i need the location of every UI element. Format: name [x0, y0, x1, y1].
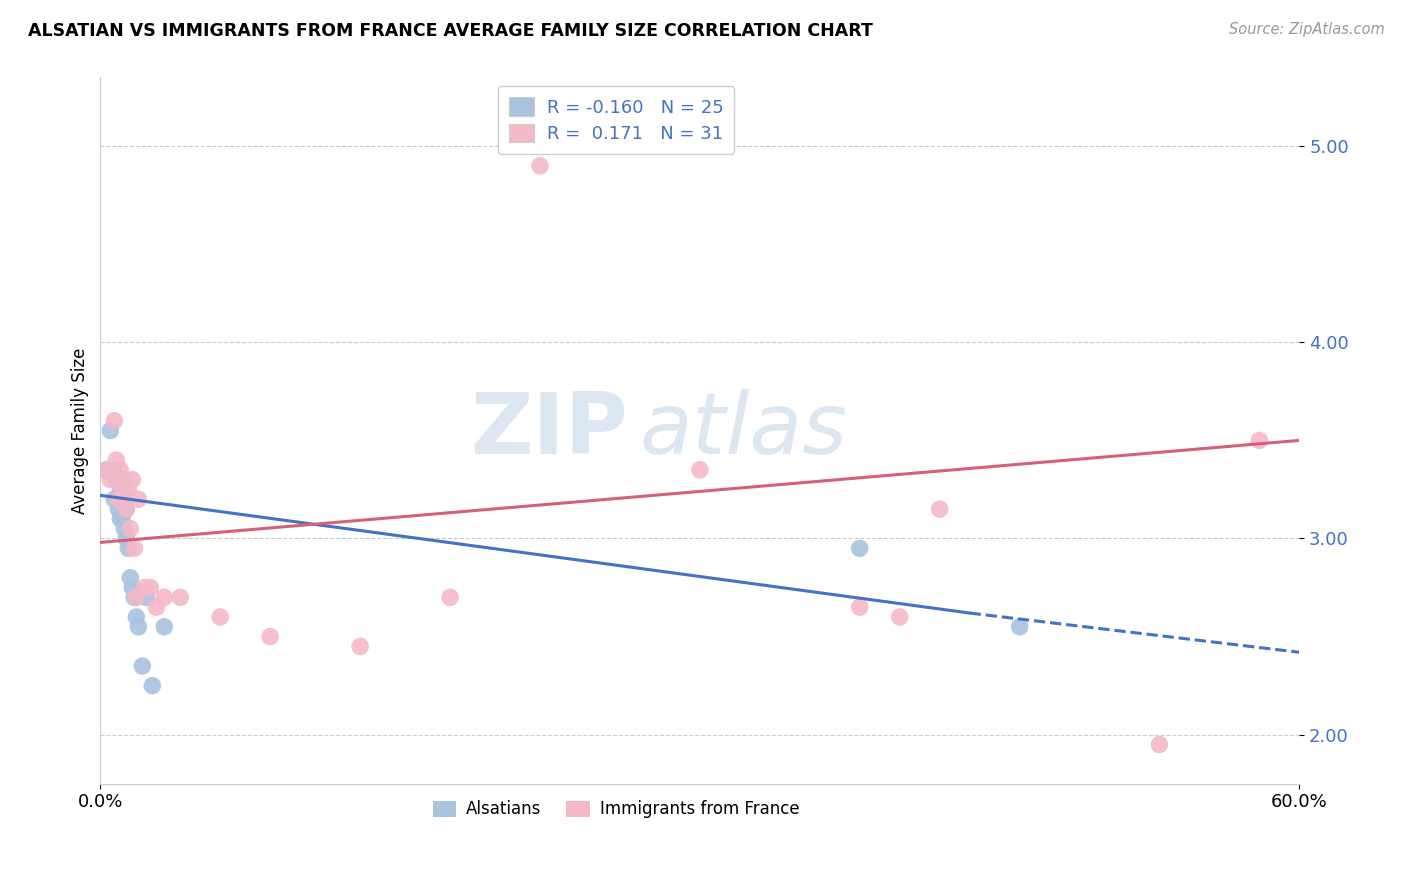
Point — [96, 463, 118, 477]
Point — [153, 620, 176, 634]
Point — [141, 679, 163, 693]
Point — [889, 610, 911, 624]
Text: atlas: atlas — [640, 389, 848, 472]
Point — [125, 610, 148, 624]
Point — [103, 492, 125, 507]
Text: ALSATIAN VS IMMIGRANTS FROM FRANCE AVERAGE FAMILY SIZE CORRELATION CHART: ALSATIAN VS IMMIGRANTS FROM FRANCE AVERA… — [28, 22, 873, 40]
Point — [112, 473, 135, 487]
Point — [1149, 738, 1171, 752]
Point — [101, 463, 124, 477]
Point — [105, 453, 128, 467]
Point — [125, 591, 148, 605]
Point — [124, 591, 146, 605]
Point — [848, 541, 870, 556]
Point — [349, 640, 371, 654]
Point — [98, 473, 121, 487]
Text: ZIP: ZIP — [470, 389, 628, 472]
Point — [103, 414, 125, 428]
Point — [98, 424, 121, 438]
Point — [1008, 620, 1031, 634]
Point — [153, 591, 176, 605]
Point — [117, 541, 139, 556]
Point — [121, 473, 143, 487]
Point — [105, 473, 128, 487]
Point — [115, 502, 138, 516]
Point — [115, 532, 138, 546]
Point — [110, 512, 132, 526]
Point — [107, 492, 129, 507]
Point — [96, 463, 118, 477]
Point — [127, 492, 149, 507]
Point — [121, 581, 143, 595]
Point — [110, 463, 132, 477]
Point — [139, 581, 162, 595]
Point — [131, 659, 153, 673]
Point — [209, 610, 232, 624]
Point — [112, 522, 135, 536]
Point — [169, 591, 191, 605]
Point — [115, 502, 138, 516]
Point — [1249, 434, 1271, 448]
Point — [107, 502, 129, 516]
Y-axis label: Average Family Size: Average Family Size — [72, 347, 89, 514]
Point — [112, 492, 135, 507]
Text: Source: ZipAtlas.com: Source: ZipAtlas.com — [1229, 22, 1385, 37]
Point — [529, 159, 551, 173]
Point — [120, 522, 142, 536]
Point — [689, 463, 711, 477]
Point — [127, 620, 149, 634]
Point — [111, 512, 134, 526]
Point — [848, 600, 870, 615]
Point — [124, 541, 146, 556]
Point — [135, 591, 157, 605]
Point — [120, 571, 142, 585]
Point — [259, 630, 281, 644]
Point — [928, 502, 950, 516]
Legend: Alsatians, Immigrants from France: Alsatians, Immigrants from France — [426, 794, 806, 825]
Point — [117, 483, 139, 497]
Point — [111, 483, 134, 497]
Point — [134, 581, 156, 595]
Point — [110, 483, 132, 497]
Point — [145, 600, 167, 615]
Point — [439, 591, 461, 605]
